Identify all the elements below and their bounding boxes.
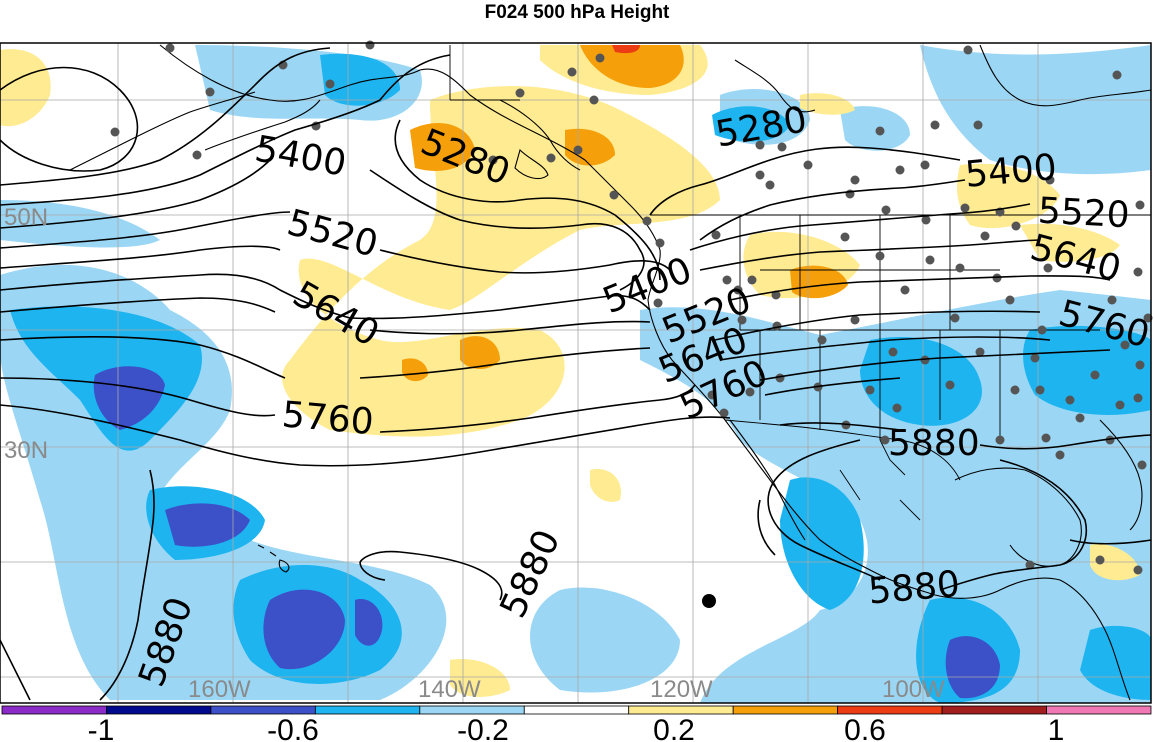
colorbar-swatch: [941, 705, 1047, 715]
colorbar-swatch: [628, 705, 734, 715]
colorbar-swatch: [523, 705, 630, 715]
colorbar-tick-label: 1: [1048, 714, 1065, 742]
stations: [110, 40, 1153, 575]
chart-title: F024 500 hPa Height: [484, 2, 670, 23]
lat-labels: 50N 30N: [4, 204, 48, 464]
colorbar-swatch: [732, 705, 839, 715]
colorbar-tick-label: -0.6: [267, 714, 319, 742]
location-marker: [702, 594, 716, 608]
lon-label-140w: 140W: [418, 676, 481, 703]
colorbar-swatch: [314, 705, 421, 715]
lon-labels: 160W 140W 120W 100W: [188, 676, 945, 703]
lon-label-120w: 120W: [650, 676, 713, 703]
lon-label-100w: 100W: [882, 676, 945, 703]
colorbar-swatch: [106, 705, 212, 715]
contour-label: 5880: [888, 423, 980, 464]
colorbar-swatch: [419, 705, 525, 715]
colorbar-tick-label: 0.2: [653, 714, 695, 742]
colorbar: [1, 705, 1152, 715]
lat-label-30n: 30N: [4, 437, 48, 464]
contour-label: 5400: [964, 147, 1059, 196]
colorbar-swatch: [837, 705, 943, 715]
colorbar-tick-labels: -1 -0.6 -0.2 0.2 0.6 1: [88, 714, 1065, 742]
contour-label: 5880: [867, 564, 962, 613]
lon-label-160w: 160W: [188, 676, 251, 703]
colorbar-swatch: [1046, 705, 1152, 715]
shading-layer: [0, 43, 1151, 703]
colorbar-swatch: [210, 705, 316, 715]
contour-label: 5760: [280, 394, 375, 443]
height-contours: [0, 47, 1152, 701]
colorbar-tick-label: -0.2: [457, 714, 509, 742]
colorbar-tick-label: 0.6: [844, 714, 886, 742]
colorbar-swatch: [1, 705, 107, 715]
map-frame: [0, 42, 1152, 704]
contour-label: 5520: [1037, 191, 1131, 237]
colorbar-tick-label: -1: [88, 714, 115, 742]
lat-label-50n: 50N: [4, 204, 48, 231]
political-borders: [449, 45, 1151, 521]
coastlines: [69, 44, 1152, 701]
